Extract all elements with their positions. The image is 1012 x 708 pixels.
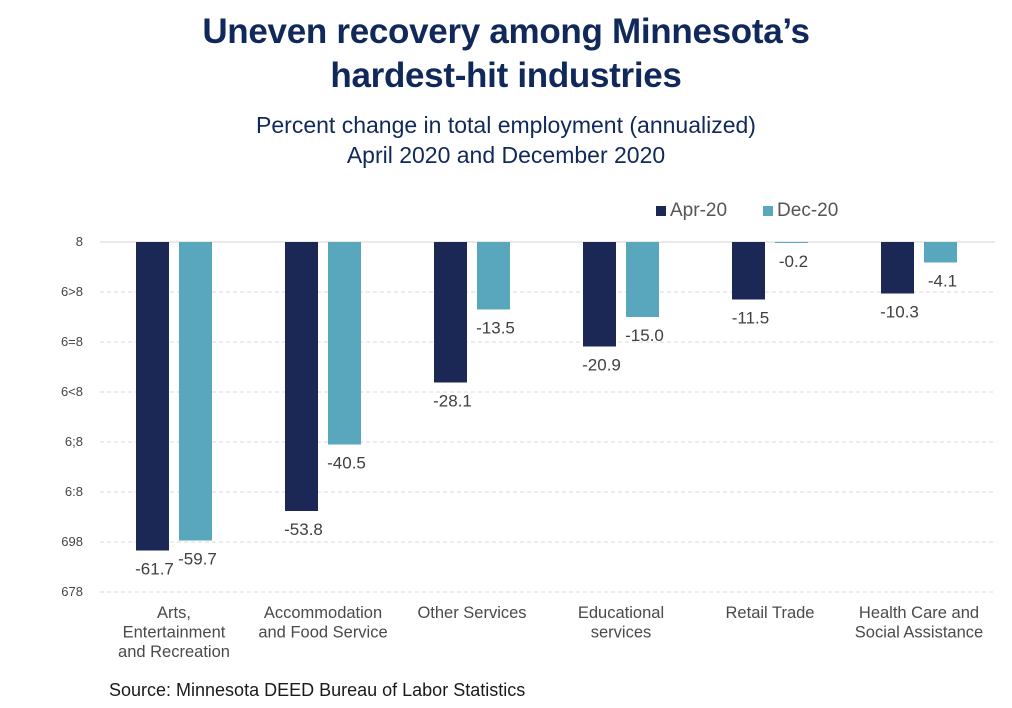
y-tick-label: 6=8	[61, 334, 83, 349]
data-label: -11.5	[732, 309, 770, 328]
chart-legend: Apr-20 Dec-20	[656, 198, 874, 224]
category-label: and Recreation	[118, 643, 230, 661]
category-label: Other Services	[417, 604, 526, 622]
bar-apr	[136, 242, 169, 551]
chart-subtitle: Percent change in total employment (annu…	[0, 110, 1012, 170]
bars	[136, 242, 957, 551]
chart-title-line-1: Uneven recovery among Minnesota’s	[202, 12, 810, 51]
source-note: Source: Minnesota DEED Bureau of Labor S…	[109, 680, 526, 700]
chart-title: Uneven recovery among Minnesota’s hardes…	[0, 10, 1012, 98]
bar-dec	[477, 242, 510, 310]
bar-dec	[775, 242, 808, 243]
chart-subtitle-line-1: Percent change in total employment (annu…	[256, 112, 756, 138]
category-label: Social Assistance	[855, 624, 983, 642]
chart-title-line-2: hardest-hit industries	[330, 56, 682, 95]
legend-swatch-dec	[763, 206, 774, 216]
bar-apr	[434, 242, 467, 383]
data-label: -61.7	[135, 560, 174, 579]
category-label: Accommodation	[264, 604, 382, 622]
y-tick-label: 6<8	[61, 384, 83, 399]
bar-apr	[732, 242, 765, 300]
data-label: -4.1	[928, 272, 957, 291]
data-label: -28.1	[433, 392, 472, 411]
category-label: Retail Trade	[726, 604, 815, 622]
data-label: -40.5	[327, 454, 366, 473]
category-label: Arts,	[157, 604, 191, 622]
legend-swatch-apr	[656, 206, 666, 216]
chart-subtitle-line-2: April 2020 and December 2020	[346, 142, 666, 168]
y-tick-label: 6;8	[65, 434, 83, 449]
bar-apr	[285, 242, 318, 511]
data-label: -10.3	[880, 303, 919, 322]
bar-apr	[583, 242, 616, 347]
category-label: Entertainment	[123, 624, 226, 642]
legend-label-apr: Apr-20	[670, 200, 728, 221]
data-label: -0.2	[779, 252, 808, 271]
category-label: Health Care and	[859, 604, 979, 622]
bar-dec	[626, 242, 659, 317]
gridlines	[100, 241, 995, 593]
y-tick-label: 678	[61, 584, 83, 599]
data-label: -59.7	[178, 550, 217, 569]
data-label: -15.0	[625, 326, 664, 345]
data-label: -53.8	[284, 520, 323, 539]
bar-dec	[328, 242, 361, 445]
y-axis-ticks: 8 6>8 6=8 6<8 6;8 6:8 698 678	[61, 234, 83, 599]
legend-item-dec: Dec-20	[763, 200, 838, 222]
bar-dec	[179, 242, 212, 541]
bar-dec	[924, 242, 957, 263]
category-label: and Food Service	[258, 624, 387, 642]
y-tick-label: 6>8	[61, 284, 83, 299]
y-tick-label: 698	[61, 534, 83, 549]
data-label: -20.9	[582, 356, 621, 375]
y-tick-label: 8	[76, 234, 83, 249]
y-tick-label: 6:8	[65, 484, 83, 499]
data-label: -13.5	[476, 319, 515, 338]
bar-apr	[881, 242, 914, 294]
legend-item-apr: Apr-20	[656, 200, 727, 222]
category-label: services	[591, 624, 652, 642]
legend-label-dec: Dec-20	[777, 200, 839, 221]
category-label: Educational	[578, 604, 664, 622]
data-labels: -61.7-59.7 -53.8 -40.5 -28.1 -13.5 -20.9-15.0…	[135, 252, 957, 579]
